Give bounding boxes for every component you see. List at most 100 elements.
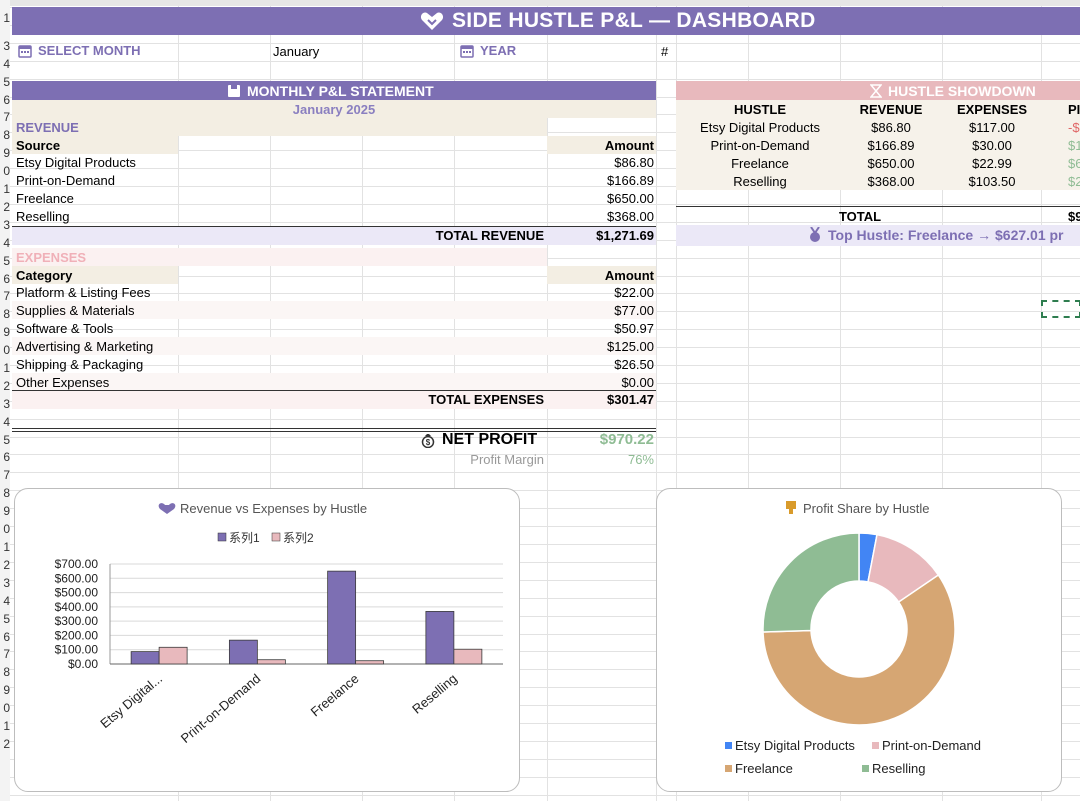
row-number[interactable]: 4 — [0, 236, 10, 250]
row-number[interactable]: 2 — [0, 737, 10, 751]
row-number[interactable]: 1 — [0, 719, 10, 733]
chart-title: Profit Share by Hustle — [786, 501, 929, 516]
row-number[interactable]: 1 — [0, 540, 10, 554]
expense-category-name: Supplies & Materials — [16, 303, 135, 318]
expenses-colhead-band — [12, 266, 178, 284]
row-number[interactable]: 6 — [0, 450, 10, 464]
period-band — [12, 100, 656, 118]
row-number[interactable]: 4 — [0, 57, 10, 71]
row-number[interactable]: 7 — [0, 468, 10, 482]
bar-expenses[interactable] — [453, 648, 483, 665]
row-number[interactable]: 5 — [0, 75, 10, 89]
heart-icon — [158, 503, 176, 514]
bar-revenue[interactable] — [327, 570, 357, 665]
y-tick-label: $600.00 — [55, 571, 99, 585]
revenue-colhead-band — [12, 136, 178, 154]
row-number[interactable]: 9 — [0, 683, 10, 697]
medal-icon — [810, 227, 820, 242]
revenue-expenses-chart[interactable]: Revenue vs Expenses by Hustle 系列1 系列2 $0.00… — [14, 488, 520, 792]
row-number[interactable]: 3 — [0, 39, 10, 53]
row-number[interactable]: 1 — [0, 11, 10, 25]
row-number[interactable]: 1 — [0, 182, 10, 196]
revenue-source-name: Freelance — [16, 191, 74, 206]
showdown-title: HUSTLE SHOWDOWN — [888, 83, 1036, 99]
grid-row-line — [10, 634, 1080, 635]
row-number[interactable]: 2 — [0, 558, 10, 572]
row-number[interactable]: 7 — [0, 110, 10, 124]
row-number[interactable]: 7 — [0, 647, 10, 661]
y-tick-label: $100.00 — [55, 643, 99, 657]
row-number[interactable]: 9 — [0, 504, 10, 518]
heart-hands-icon — [420, 12, 444, 30]
grid-row-line — [10, 741, 1080, 742]
expense-amount: $125.00 — [607, 339, 654, 354]
bar-revenue[interactable] — [130, 651, 160, 665]
expenses-col-category: Category — [16, 268, 73, 283]
ledger-icon — [228, 85, 240, 97]
row-number[interactable]: 9 — [0, 146, 10, 160]
expense-amount: $0.00 — [621, 375, 654, 390]
expenses-amount-head-band — [547, 266, 656, 284]
revenue-amount: $86.80 — [614, 155, 654, 170]
grid-col-line — [676, 0, 677, 801]
net-profit-value: $970.22 — [599, 431, 654, 448]
chart-title: Revenue vs Expenses by Hustle — [158, 501, 367, 516]
grid-row-line — [10, 168, 1080, 169]
row-number[interactable]: 3 — [0, 576, 10, 590]
grid-row-line — [10, 293, 1080, 294]
bar-revenue[interactable] — [228, 639, 258, 665]
revenue-amount-head-band — [547, 136, 656, 154]
row-number[interactable]: 0 — [0, 164, 10, 178]
grid-row-line — [10, 222, 1080, 223]
showdown-table-band — [676, 100, 1080, 190]
row-number[interactable]: 2 — [0, 379, 10, 393]
row-number[interactable]: 8 — [0, 486, 10, 500]
showdown-column-header: HUSTLE — [734, 102, 786, 117]
row-number[interactable]: 5 — [0, 433, 10, 447]
pie-slice[interactable] — [762, 532, 860, 633]
pie-slice[interactable] — [762, 573, 956, 726]
row-number[interactable]: 6 — [0, 630, 10, 644]
row-number[interactable]: 8 — [0, 665, 10, 679]
row-number[interactable]: 7 — [0, 289, 10, 303]
row-number[interactable]: 0 — [0, 701, 10, 715]
legend-label: Print-on-Demand — [882, 738, 981, 753]
showdown-expenses: $30.00 — [972, 138, 1012, 153]
row-number[interactable]: 4 — [0, 415, 10, 429]
row-number[interactable]: 5 — [0, 254, 10, 268]
profit-share-chart[interactable]: Profit Share by Hustle Etsy Digital Produ… — [656, 488, 1062, 792]
year-dropdown[interactable]: # — [661, 44, 669, 59]
y-tick-label: $400.00 — [55, 600, 99, 614]
revenue-col-source: Source — [16, 138, 61, 153]
row-number[interactable]: 1 — [0, 361, 10, 375]
row-number[interactable]: 9 — [0, 325, 10, 339]
expenses-col-amount: Amount — [604, 268, 654, 283]
row-number[interactable]: 4 — [0, 594, 10, 608]
row-number[interactable]: 8 — [0, 128, 10, 142]
showdown-profit: $2 — [1068, 174, 1080, 189]
bar-expenses[interactable] — [355, 660, 385, 665]
grid-col-line — [942, 0, 943, 801]
showdown-total-label: TOTAL — [838, 209, 882, 224]
month-dropdown[interactable]: January — [273, 44, 320, 59]
grid-row-line — [10, 616, 1080, 617]
expense-amount: $26.50 — [614, 357, 654, 372]
expense-row-stripe — [12, 373, 656, 391]
expense-row-stripe — [12, 337, 656, 355]
row-number[interactable]: 3 — [0, 397, 10, 411]
showdown-expenses: $22.99 — [972, 156, 1012, 171]
row-number[interactable]: 0 — [0, 522, 10, 536]
bar-expenses[interactable] — [256, 659, 286, 665]
selected-cell[interactable] — [1041, 300, 1080, 318]
row-number[interactable]: 6 — [0, 93, 10, 107]
row-number[interactable]: 6 — [0, 272, 10, 286]
legend-label: 系列1 — [229, 531, 260, 545]
showdown-header: HUSTLE SHOWDOWN — [870, 82, 1036, 100]
row-number[interactable]: 8 — [0, 307, 10, 321]
bar-revenue[interactable] — [425, 611, 455, 665]
row-number[interactable]: 2 — [0, 200, 10, 214]
row-number[interactable]: 5 — [0, 612, 10, 626]
bar-expenses[interactable] — [158, 646, 188, 665]
row-number[interactable]: 3 — [0, 218, 10, 232]
row-number[interactable]: 0 — [0, 343, 10, 357]
